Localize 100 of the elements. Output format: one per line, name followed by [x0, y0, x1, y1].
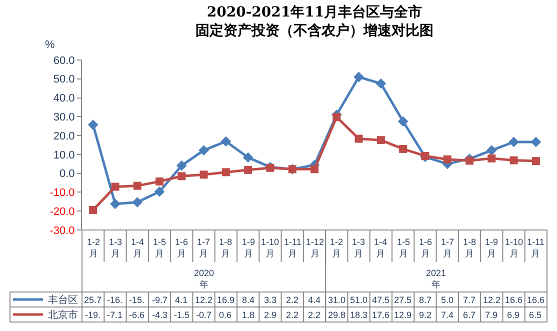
y-tick-label: 40.0	[53, 92, 75, 105]
point	[488, 154, 496, 162]
data-label: 8.4	[242, 295, 255, 305]
x-tick-label: 1-8月	[219, 237, 232, 259]
data-label: 47.5	[372, 295, 390, 305]
point	[222, 168, 230, 176]
x-tick-label: 1-6月	[175, 237, 188, 259]
data-label: 25.7	[84, 295, 102, 305]
x-tick-label: 1-10月	[505, 237, 524, 259]
data-label: 6.7	[463, 310, 476, 320]
point	[242, 152, 254, 163]
data-label: -9.7	[152, 295, 168, 305]
point	[443, 155, 452, 164]
data-label: 2.2	[286, 295, 299, 305]
x-tick-label: 1-9月	[485, 237, 498, 259]
data-label: 8.7	[419, 295, 432, 305]
x-tick-label: 1-5月	[153, 237, 166, 259]
point	[532, 157, 540, 166]
point	[332, 113, 341, 122]
point	[132, 197, 143, 208]
text: 2021年	[426, 268, 446, 290]
x-tick-label: 1-6月	[419, 237, 432, 259]
data-label: 7.4	[441, 310, 454, 320]
point	[508, 136, 519, 148]
point	[510, 156, 518, 164]
data-label: 27.5	[394, 295, 412, 305]
data-label: -19.	[85, 310, 101, 320]
point	[154, 186, 165, 197]
data-label: 17.6	[372, 310, 390, 320]
point	[156, 177, 164, 186]
x-tick-label: 1-7月	[441, 237, 454, 259]
point	[530, 136, 542, 148]
data-label: -1.5	[174, 310, 190, 320]
data-label: 3.3	[264, 295, 277, 305]
point	[399, 144, 408, 153]
x-tick-label: 1-3月	[352, 237, 366, 259]
legend-label: 北京市	[48, 309, 78, 321]
point	[376, 78, 386, 89]
point	[133, 182, 142, 190]
x-tick-label: 1-11月	[527, 237, 544, 259]
point	[376, 136, 385, 144]
data-label: 16.6	[527, 295, 545, 305]
data-label: -0.7	[196, 310, 212, 320]
point	[486, 145, 497, 156]
data-label: 16.6	[505, 295, 523, 305]
point	[310, 165, 318, 174]
data-label: 51.0	[350, 295, 368, 305]
y-tick-label: -20.0	[50, 206, 75, 218]
chart-title: 2020-2021年11月丰台区与全市	[206, 4, 422, 21]
x-tick-label: 1-2月	[87, 237, 100, 259]
x-tick-label: 1-4月	[374, 237, 388, 259]
data-label: 7.9	[485, 310, 498, 320]
data-label: 31.0	[328, 295, 346, 305]
data-label: 18.3	[350, 310, 368, 320]
data-label: -7.1	[107, 310, 123, 320]
x-tick-label: 1-9月	[242, 237, 256, 259]
data-label: 2.2	[308, 310, 321, 320]
data-label: 7.7	[463, 295, 476, 305]
data-label: 16.9	[217, 295, 235, 305]
data-label: -15.	[129, 295, 145, 305]
point	[244, 166, 252, 174]
chart-subtitle: 固定资产投资（不含农户）增速对比图	[196, 22, 434, 39]
data-label: 12.2	[483, 295, 501, 305]
y-tick-label: 0.0	[60, 168, 75, 180]
data-label: 6.9	[507, 310, 520, 320]
y-axis-title: %	[45, 39, 55, 51]
data-label: 12.9	[394, 310, 412, 320]
data-label: 4.4	[308, 295, 321, 305]
legend-label: 丰台区	[48, 294, 78, 306]
y-tick-label: -10.0	[50, 187, 75, 200]
data-label: 6.5	[529, 310, 542, 320]
x-tick-label: 1-5月	[397, 237, 410, 259]
point	[466, 156, 474, 165]
data-label: 5.0	[441, 295, 454, 305]
point	[111, 182, 120, 191]
data-label: 4.1	[175, 295, 188, 305]
data-label: -6.6	[129, 310, 145, 320]
x-tick-label: 1-4月	[131, 237, 144, 259]
x-tick-label: 1-7月	[197, 237, 210, 259]
y-tick-label: 20.0	[53, 130, 75, 142]
point	[178, 172, 186, 180]
data-label: 0.6	[219, 310, 232, 320]
data-label: 2.9	[264, 310, 277, 320]
data-label: 9.2	[419, 310, 432, 320]
x-tick-label: 1-12月	[306, 237, 324, 259]
x-tick-label: 1-11月	[284, 237, 302, 259]
data-label: -16.	[107, 295, 123, 305]
y-tick-label: 50.0	[53, 74, 75, 86]
data-label: 29.8	[328, 310, 346, 320]
point	[398, 116, 408, 127]
y-tick-label: 30.0	[53, 112, 75, 124]
point	[220, 136, 232, 147]
point	[354, 72, 364, 82]
x-tick-label: 1-2月	[330, 237, 344, 259]
y-tick-label: -30.0	[50, 224, 75, 237]
point	[110, 198, 120, 210]
point	[200, 170, 208, 179]
data-label: 2.2	[286, 310, 299, 320]
x-tick-label: 1-8月	[463, 237, 476, 259]
data-label: -4.3	[152, 310, 168, 320]
